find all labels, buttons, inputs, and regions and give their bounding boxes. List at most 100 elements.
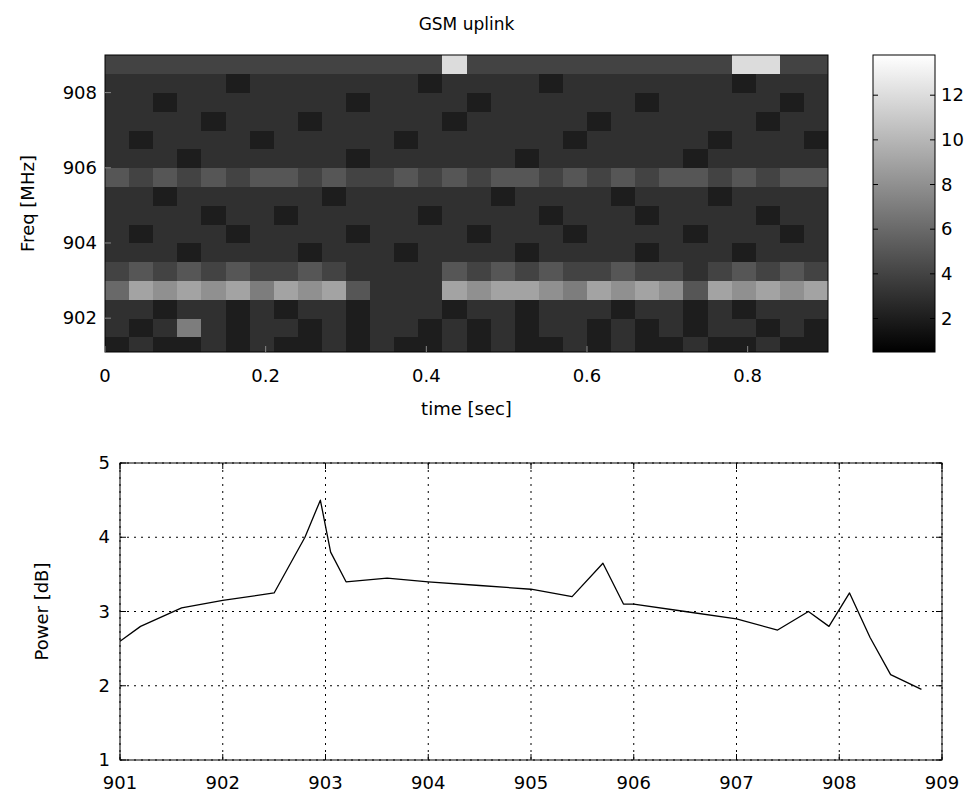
heatmap-cell: [539, 337, 564, 352]
heatmap-cell: [250, 74, 275, 93]
heatmap-cell: [274, 93, 299, 112]
heatmap-cell: [611, 281, 636, 300]
x-tick: [633, 754, 634, 760]
heatmap-cell: [708, 55, 733, 74]
colorbar-tick: [930, 273, 935, 274]
heatmap-cell: [804, 205, 828, 224]
plot-frame: [120, 463, 942, 760]
heatmap-cell: [105, 149, 130, 168]
heatmap-cell: [635, 111, 660, 130]
y-tick: [105, 92, 111, 93]
colorbar-tick: [873, 273, 878, 274]
heatmap-cell: [780, 281, 805, 300]
colorbar-tick-label: 12: [941, 84, 964, 105]
heatmap-cell: [732, 243, 757, 262]
heatmap-cell: [491, 318, 516, 337]
heatmap-cell: [635, 74, 660, 93]
heatmap-cell: [418, 168, 443, 187]
x-tick: [587, 346, 588, 352]
heatmap-cell: [515, 168, 540, 187]
heatmap-cell: [563, 243, 588, 262]
heatmap-cell: [418, 130, 443, 149]
heatmap-cell: [732, 168, 757, 187]
heatmap-cell: [659, 299, 684, 318]
heatmap-cell: [708, 318, 733, 337]
heatmap-cell: [129, 205, 154, 224]
heatmap-cell: [418, 93, 443, 112]
heatmap-cell: [756, 93, 781, 112]
heatmap-cell: [635, 262, 660, 281]
heatmap-cell: [153, 93, 178, 112]
y-tick-label: 904: [63, 232, 97, 253]
heatmap-cell: [129, 74, 154, 93]
heatmap-cell: [491, 93, 516, 112]
heatmap-cell: [177, 93, 202, 112]
heatmap-cell: [563, 224, 588, 243]
heatmap-cell: [683, 224, 708, 243]
colorbar-tick: [873, 139, 878, 140]
heatmap-cell: [780, 337, 805, 352]
heatmap-cell: [226, 318, 251, 337]
colorbar-tick: [930, 184, 935, 185]
heatmap-cell: [322, 281, 347, 300]
heatmap-cell: [491, 281, 516, 300]
heatmap-cell: [756, 111, 781, 130]
heatmap-cell: [322, 205, 347, 224]
heatmap-cell: [129, 281, 154, 300]
y-grid-line: [120, 537, 942, 538]
heatmap-cell: [394, 149, 419, 168]
heatmap-cell: [539, 224, 564, 243]
heatmap-cell: [467, 318, 492, 337]
heatmap-cell: [611, 337, 636, 352]
heatmap-cell: [442, 299, 467, 318]
y-tick: [105, 318, 111, 319]
heatmap-cell: [129, 168, 154, 187]
heatmap-cell: [708, 205, 733, 224]
heatmap-cell: [467, 299, 492, 318]
heatmap-cell: [201, 168, 226, 187]
heatmap-cell: [491, 224, 516, 243]
heatmap-cell: [732, 337, 757, 352]
heatmap-cell: [298, 337, 323, 352]
colorbar-tick-label: 10: [941, 129, 964, 150]
y-tick: [936, 537, 942, 538]
heatmap-cell: [298, 55, 323, 74]
x-tick-label: 907: [719, 772, 753, 793]
plot-background: [105, 55, 828, 352]
heatmap-cell: [177, 149, 202, 168]
heatmap-cell: [780, 93, 805, 112]
heatmap-cell: [467, 337, 492, 352]
heatmap-cell: [804, 187, 828, 206]
heatmap-cell: [177, 205, 202, 224]
y-tick: [105, 242, 111, 243]
heatmap-cell: [250, 111, 275, 130]
heatmap-cell: [780, 224, 805, 243]
colorbar-tick: [930, 139, 935, 140]
heatmap-cell: [250, 281, 275, 300]
heatmap-cell: [177, 262, 202, 281]
heatmap-cell: [129, 224, 154, 243]
heatmap-cell: [804, 299, 828, 318]
heatmap-cell: [129, 337, 154, 352]
heatmap-cell: [346, 55, 371, 74]
heatmap-cell: [370, 205, 395, 224]
heatmap-cell: [563, 168, 588, 187]
heatmap-cell: [611, 149, 636, 168]
heatmap-cell: [105, 318, 130, 337]
heatmap-cell: [780, 149, 805, 168]
y-tick: [120, 611, 126, 612]
heatmap-cell: [370, 337, 395, 352]
heatmap-cell: [756, 130, 781, 149]
heatmap-cell: [732, 205, 757, 224]
heatmap-cell: [177, 168, 202, 187]
heatmap-cell: [804, 262, 828, 281]
heatmap-cell: [298, 281, 323, 300]
heatmap-cell: [370, 262, 395, 281]
heatmap-cell: [467, 149, 492, 168]
heatmap-cell: [346, 243, 371, 262]
heatmap-cell: [346, 224, 371, 243]
heatmap-cell: [539, 55, 564, 74]
heatmap-cell: [515, 55, 540, 74]
heatmap-cell: [105, 187, 130, 206]
x-tick-label: 901: [103, 772, 137, 793]
